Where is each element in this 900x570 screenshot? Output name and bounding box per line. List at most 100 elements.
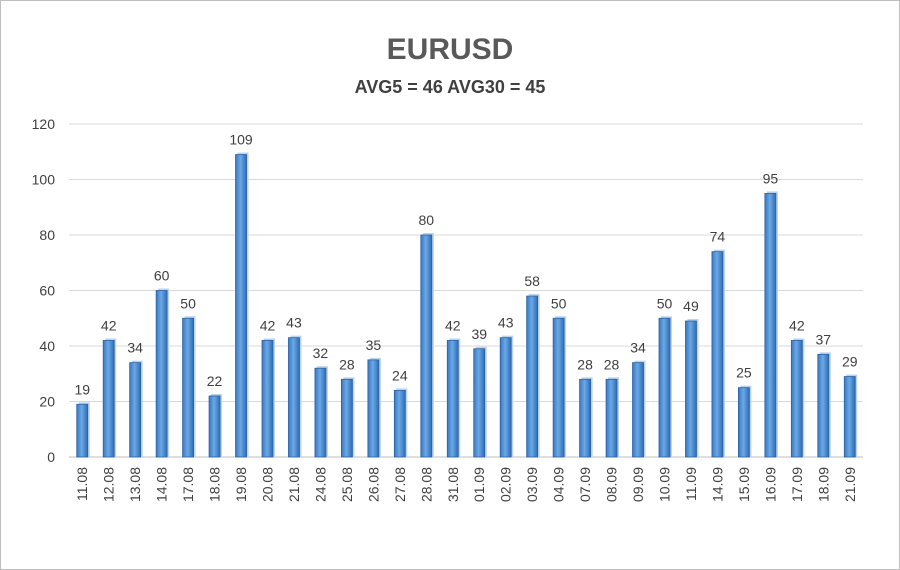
y-tick-label: 100: [32, 172, 56, 188]
x-tick-label: 20.08: [260, 467, 276, 502]
data-label: 19: [74, 381, 90, 397]
x-tick-label: 16.09: [762, 467, 778, 502]
y-tick-label: 0: [47, 449, 55, 465]
x-tick-label: 18.09: [815, 467, 831, 502]
x-tick-label: 31.08: [445, 467, 461, 502]
x-tick-label: 18.08: [207, 467, 223, 502]
bar: [367, 359, 380, 458]
bar: [473, 348, 486, 458]
data-label: 43: [286, 315, 302, 331]
x-tick-label: 09.09: [630, 467, 646, 502]
data-label: 50: [551, 295, 567, 311]
bar: [711, 251, 724, 458]
bar: [102, 340, 115, 458]
data-label: 32: [313, 345, 329, 361]
data-label: 34: [127, 340, 143, 356]
data-label: 28: [339, 356, 355, 372]
data-label: 43: [498, 315, 514, 331]
data-label: 29: [842, 354, 858, 370]
bar: [790, 340, 803, 458]
bar: [288, 337, 300, 458]
y-axis-ticks: 0 20 40 60 80 100 120: [32, 116, 56, 465]
x-tick-label: 24.08: [312, 467, 328, 502]
x-tick-label: 08.09: [604, 467, 620, 502]
data-label: 25: [736, 365, 752, 381]
x-tick-label: 12.08: [101, 467, 117, 502]
data-label: 42: [260, 317, 276, 333]
chart-title: EURUSD: [387, 33, 514, 66]
y-tick-label: 40: [39, 338, 55, 354]
x-tick-label: 21.09: [842, 467, 858, 502]
x-tick-label: 03.09: [524, 467, 540, 502]
x-tick-label: 11.08: [74, 467, 90, 501]
x-tick-label: 13.08: [127, 467, 143, 502]
bar: [605, 378, 618, 458]
data-label: 50: [180, 295, 196, 311]
data-label: 22: [207, 373, 223, 389]
data-label: 80: [419, 212, 435, 228]
data-label: 39: [471, 326, 487, 342]
chart-subtitle: AVG5 = 46 AVG30 = 45: [355, 77, 546, 97]
x-tick-label: 28.08: [418, 467, 434, 502]
x-tick-label: 15.09: [736, 467, 752, 502]
x-tick-label: 10.09: [657, 467, 673, 502]
x-tick-label: 17.09: [789, 467, 805, 502]
bars: [76, 152, 858, 458]
bar: [764, 192, 777, 458]
bar: [261, 340, 274, 458]
data-label: 37: [816, 331, 832, 347]
data-label: 24: [392, 367, 408, 383]
x-tick-label: 17.08: [180, 467, 196, 502]
bar: [685, 320, 697, 458]
y-tick-label: 80: [39, 227, 55, 243]
bar: [817, 353, 830, 458]
y-tick-label: 20: [39, 394, 55, 410]
x-tick-label: 27.08: [392, 467, 408, 502]
bar: [632, 362, 644, 458]
y-tick-label: 120: [32, 116, 56, 132]
x-tick-label: 11.09: [683, 467, 699, 501]
bar: [446, 340, 459, 458]
bar: [235, 154, 247, 458]
data-label: 58: [524, 273, 540, 289]
x-tick-label: 04.09: [551, 467, 567, 502]
data-label: 109: [229, 132, 253, 148]
bar: [738, 387, 750, 458]
bar: [552, 317, 565, 458]
bar: [843, 376, 856, 458]
bar: [129, 362, 142, 458]
bar: [182, 317, 195, 458]
bar: [314, 367, 327, 458]
gridlines: [69, 123, 863, 458]
data-label: 49: [683, 298, 699, 314]
x-tick-label: 14.09: [709, 467, 725, 502]
bar: [579, 378, 591, 458]
data-label: 42: [789, 317, 805, 333]
bar: [155, 290, 168, 458]
x-tick-label: 02.09: [498, 467, 514, 502]
bar: [420, 234, 433, 458]
bar: [393, 389, 406, 458]
data-label: 74: [710, 229, 726, 245]
x-tick-label: 01.09: [471, 467, 487, 502]
bar: [340, 378, 353, 458]
data-label: 50: [657, 295, 673, 311]
data-label: 28: [577, 356, 593, 372]
bar: [658, 317, 671, 458]
bar: [499, 337, 512, 458]
data-label: 34: [630, 340, 646, 356]
x-tick-label: 26.08: [365, 467, 381, 502]
data-label: 28: [604, 356, 620, 372]
bar: [526, 295, 539, 458]
x-tick-label: 07.09: [577, 467, 593, 502]
data-label: 60: [154, 268, 170, 284]
x-tick-label: 25.08: [339, 467, 355, 502]
data-label: 35: [366, 337, 382, 353]
x-tick-label: 19.08: [233, 467, 249, 502]
x-axis-ticks: 11.08 12.08 13.08 14.08 17.08 18.08 19.08 20.08…: [74, 467, 858, 502]
x-tick-label: 14.08: [154, 467, 170, 502]
y-tick-label: 60: [39, 283, 55, 299]
bar: [76, 403, 89, 458]
